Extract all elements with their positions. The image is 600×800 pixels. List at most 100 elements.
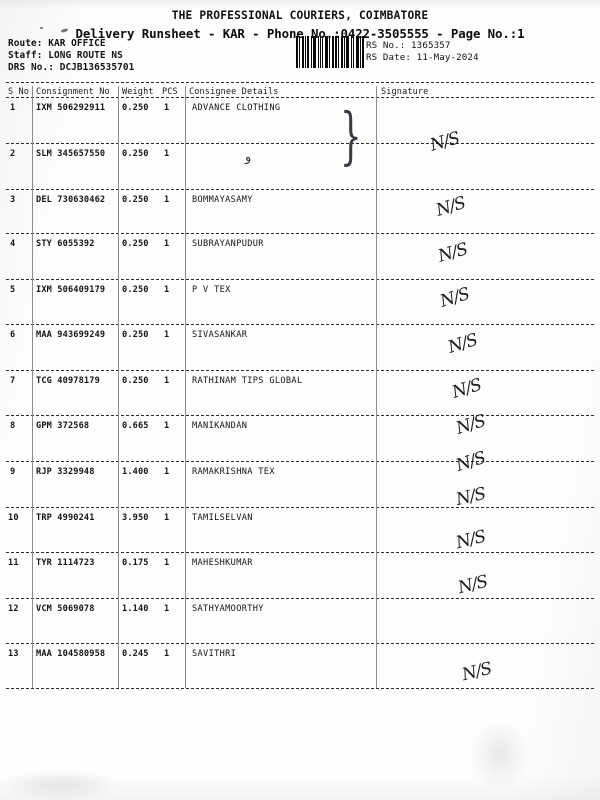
table-row: 2 bbox=[10, 149, 16, 159]
table-row: 1 bbox=[164, 467, 170, 477]
table-row: TRP 4990241 bbox=[36, 513, 95, 523]
table-rule bbox=[6, 507, 594, 508]
table-row: SLM 345657550 bbox=[36, 149, 106, 159]
table-row: 0.175 bbox=[122, 558, 149, 568]
handwritten-signature: N/S bbox=[460, 658, 494, 686]
handwritten-signature: N/S bbox=[453, 447, 488, 477]
table-row: MAHESHKUMAR bbox=[192, 558, 253, 568]
handwritten-signature: N/S bbox=[433, 193, 468, 221]
handwritten-signature: N/S bbox=[449, 375, 484, 403]
table-rule bbox=[6, 688, 594, 689]
page-subtitle: Delivery Runsheet - KAR - Phone No.:0422… bbox=[75, 26, 525, 41]
table-rule bbox=[6, 461, 594, 462]
table-row: MAA 104580958 bbox=[36, 649, 106, 659]
table-row: RATHINAM TIPS GLOBAL bbox=[192, 376, 303, 386]
drs-number-line: DRS No.: DCJB136535701 bbox=[8, 62, 135, 73]
handwritten-signature: N/S bbox=[437, 284, 472, 312]
table-row: BOMMAYASAMY bbox=[192, 195, 253, 205]
table-row: 1 bbox=[164, 285, 170, 295]
column-rule-pcs bbox=[185, 86, 186, 688]
table-row: 1.140 bbox=[122, 604, 149, 614]
table-row: 0.250 bbox=[122, 103, 149, 113]
table-row: SAVITHRI bbox=[192, 649, 237, 659]
table-row: 1 bbox=[164, 649, 170, 659]
table-row: SIVASANKAR bbox=[192, 330, 248, 340]
table-row: 9 bbox=[10, 467, 16, 477]
column-header-s-no: S No bbox=[8, 87, 30, 97]
table-row: 0.250 bbox=[122, 239, 149, 249]
rs-number-line: RS No.: 1365357 bbox=[366, 40, 451, 51]
table-row: IXM 506409179 bbox=[36, 285, 106, 295]
table-row: MAA 943699249 bbox=[36, 330, 106, 340]
barcode-icon bbox=[296, 36, 364, 68]
handwritten-signature: N/S bbox=[454, 526, 488, 554]
table-row: 1 bbox=[164, 513, 170, 523]
table-row: 7 bbox=[10, 376, 16, 386]
column-header-consignee-details: Consignee Details bbox=[189, 87, 279, 97]
table-row: 10 bbox=[8, 513, 19, 523]
scan-speck bbox=[40, 27, 43, 29]
handwritten-tick-mark: و bbox=[245, 150, 252, 165]
table-row: SATHYAMOORTHY bbox=[192, 604, 264, 614]
table-row: 11 bbox=[8, 558, 19, 568]
handwritten-signature: N/S bbox=[445, 330, 480, 358]
table-row: 1 bbox=[164, 376, 170, 386]
page-title: THE PROFESSIONAL COURIERS, COIMBATORE bbox=[171, 9, 429, 22]
table-rule bbox=[6, 552, 594, 553]
table-row: 0.665 bbox=[122, 421, 149, 431]
table-row: MANIKANDAN bbox=[192, 421, 248, 431]
table-row: 1 bbox=[164, 239, 170, 249]
table-row: 1 bbox=[164, 149, 170, 159]
scan-smudge bbox=[0, 770, 120, 800]
staff-line: Staff: LONG ROUTE NS bbox=[8, 50, 123, 61]
table-rule bbox=[6, 143, 594, 144]
table-row: P V TEX bbox=[192, 285, 231, 295]
table-row: 8 bbox=[10, 421, 16, 431]
table-rule bbox=[6, 324, 594, 325]
table-row: 1 bbox=[164, 558, 170, 568]
table-row: STY 6055392 bbox=[36, 239, 95, 249]
table-row: 0.250 bbox=[122, 376, 149, 386]
table-rule bbox=[6, 279, 594, 280]
table-row: 0.250 bbox=[122, 285, 149, 295]
table-row: 0.245 bbox=[122, 649, 149, 659]
table-row: TAMILSELVAN bbox=[192, 513, 253, 523]
column-rule-consignment bbox=[118, 86, 119, 688]
table-row: 1 bbox=[164, 421, 170, 431]
column-header-consignment-no: Consignment No bbox=[36, 87, 110, 97]
table-rule bbox=[6, 97, 594, 98]
table-row: 1 bbox=[164, 195, 170, 205]
table-row: 1.400 bbox=[122, 467, 149, 477]
table-row: SUBRAYANPUDUR bbox=[192, 239, 264, 249]
table-row: 1 bbox=[164, 103, 170, 113]
table-rule bbox=[6, 233, 594, 234]
table-row: 6 bbox=[10, 330, 16, 340]
table-row: 3 bbox=[10, 195, 16, 205]
route-line: Route: KAR OFFICE bbox=[8, 38, 106, 49]
table-row: RJP 3329948 bbox=[36, 467, 95, 477]
table-row: TCG 40978179 bbox=[36, 376, 100, 386]
column-header-signature: Signature bbox=[381, 87, 429, 97]
table-rule bbox=[6, 415, 594, 416]
handwritten-brace-mark: } bbox=[340, 99, 362, 172]
table-row: DEL 730630462 bbox=[36, 195, 106, 205]
handwritten-signature: N/S bbox=[456, 571, 490, 599]
table-row: VCM 5069078 bbox=[36, 604, 95, 614]
table-row: 1 bbox=[10, 103, 16, 113]
table-row: 5 bbox=[10, 285, 16, 295]
table-rule bbox=[6, 82, 594, 83]
table-row: 13 bbox=[8, 649, 19, 659]
column-header-pcs: PCS bbox=[162, 87, 178, 97]
table-row: 12 bbox=[8, 604, 19, 614]
column-header-weight: Weight bbox=[122, 87, 154, 97]
table-row: RAMAKRISHNA TEX bbox=[192, 467, 275, 477]
column-rule-signature bbox=[376, 86, 377, 688]
table-rule bbox=[6, 643, 594, 644]
table-row: 4 bbox=[10, 239, 16, 249]
table-row: GPM 372568 bbox=[36, 421, 90, 431]
table-row: 0.250 bbox=[122, 195, 149, 205]
table-row: IXM 506292911 bbox=[36, 103, 106, 113]
table-rule bbox=[6, 598, 594, 599]
